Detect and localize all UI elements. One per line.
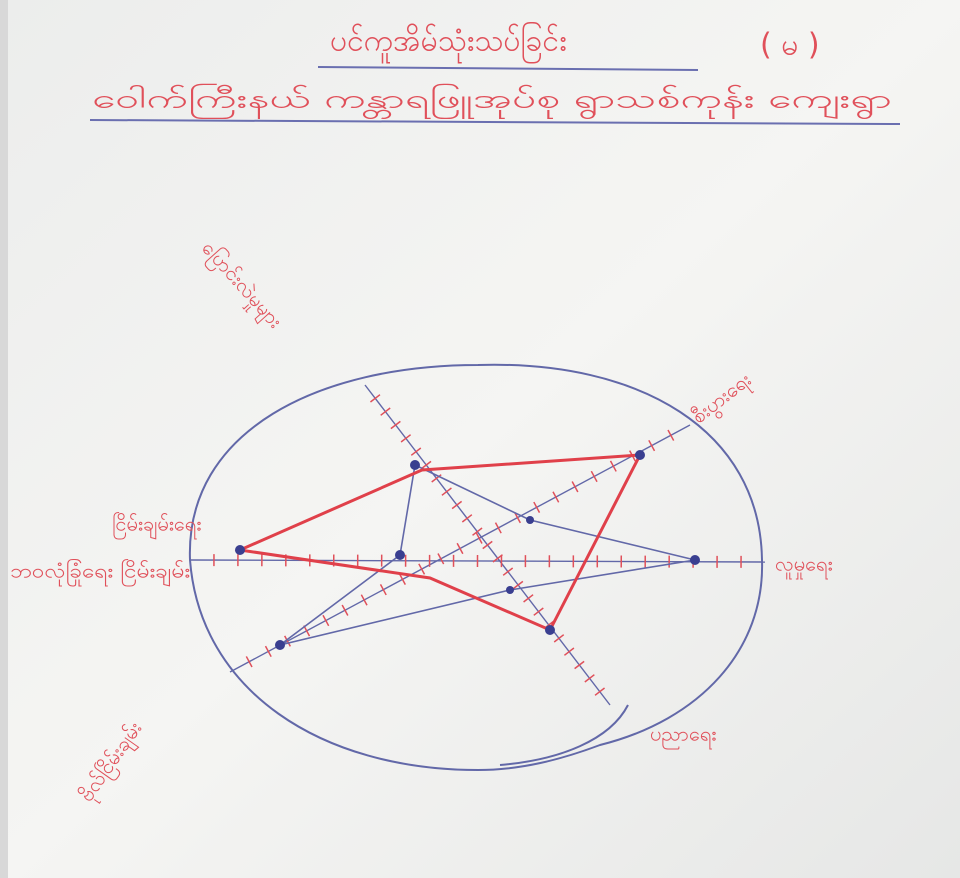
point: [526, 516, 534, 524]
point: [635, 450, 645, 460]
point: [235, 545, 245, 555]
point: [275, 640, 285, 650]
page: {"header": {"title": "ပင်ကူအိမ်သုံးသပ်ခြ…: [0, 0, 960, 878]
paper: [0, 0, 960, 878]
photo: ပင်ကူအိမ်သုံးသပ်ခြင်း ( မ ) ဝေါက်ကြီးနယ်…: [0, 0, 960, 878]
subtitle: ဝေါက်ကြီးနယ် ကန္တာရဖြူအုပ်စု ရွာသစ်ကုန်း…: [92, 82, 892, 120]
point: [506, 586, 514, 594]
title-number: ( မ ): [760, 28, 820, 63]
point: [410, 460, 420, 470]
point: [690, 555, 700, 565]
axis-label: လူမှုရေး: [775, 552, 833, 580]
paper-edge: [0, 0, 8, 878]
point: [395, 550, 405, 560]
title: ပင်ကူအိမ်သုံးသပ်ခြင်း: [330, 22, 567, 65]
axis-label: ပညာရေး: [650, 722, 716, 750]
axis-label: ငြိမ်းချမ်းရေး: [112, 512, 201, 540]
point: [545, 625, 555, 635]
axis-label: ဘဝလုံခြုံရေး ငြိမ်းချမ်း: [10, 559, 190, 587]
